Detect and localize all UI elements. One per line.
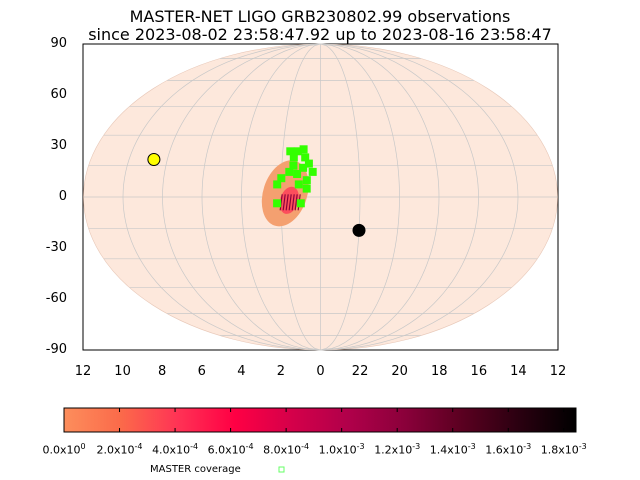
x-tick-label: 20 [391, 364, 408, 379]
coverage-point [302, 176, 311, 185]
x-tick-label: 4 [237, 364, 246, 379]
colorbar-tick-label: 1.6x10-3 [485, 442, 532, 457]
coverage-point [273, 180, 282, 189]
x-tick-label: 6 [197, 364, 206, 379]
y-tick-label: 30 [50, 138, 67, 153]
coverage-point [302, 184, 311, 193]
y-tick-label: -60 [45, 291, 67, 306]
colorbar-tick-label: 1.8x10-3 [540, 442, 587, 457]
x-tick-label: 2 [276, 364, 286, 379]
colorbar-tick-label: 8.0x10-4 [263, 442, 310, 457]
coverage-point [286, 147, 295, 156]
colorbar-tick-label: 4.0x10-4 [152, 442, 199, 457]
colorbar-tick-label: 6.0x10-4 [207, 442, 254, 457]
colorbar-tick-label: 1.4x10-3 [429, 442, 476, 457]
y-tick-label: -30 [45, 240, 67, 255]
x-tick-label: 14 [510, 364, 527, 379]
localization-hatch [291, 194, 295, 211]
coverage-point [293, 147, 302, 156]
coverage-point [299, 163, 308, 172]
colorbar-tick-label: 0.0x100 [42, 442, 86, 457]
sun-marker [147, 153, 161, 166]
localization-core [279, 186, 299, 214]
coverage-points [273, 145, 317, 208]
coverage-point [273, 199, 282, 208]
colorbar-bar [63, 407, 577, 433]
y-tick-label: 0 [58, 189, 67, 204]
moon-marker [352, 223, 366, 237]
colorbar-tick-label: 2.0x10-4 [96, 442, 143, 457]
coverage-point [299, 145, 308, 154]
localization-hatch [294, 194, 298, 211]
chart-title: MASTER-NET LIGO GRB230802.99 observation… [129, 7, 511, 26]
sun-moon-markers [147, 153, 366, 237]
x-tick-label: 12 [74, 364, 92, 379]
legend-label: MASTER coverage [150, 464, 241, 475]
x-tick-label: 8 [158, 364, 167, 379]
localization-hatch [285, 194, 289, 211]
coverage-point [308, 167, 317, 176]
coverage-point [304, 159, 313, 168]
x-tick-label: 18 [430, 364, 448, 379]
x-tick-label: 12 [549, 364, 567, 379]
coverage-point [294, 180, 303, 189]
y-tick-label: -90 [45, 342, 67, 357]
grid-lines [83, 43, 558, 351]
x-tick-label: 0 [316, 364, 325, 379]
y-tick-label: 90 [50, 36, 67, 51]
localization-hatch [279, 194, 283, 211]
chart-subtitle: since 2023-08-02 23:58:47.92 up to 2023-… [88, 25, 552, 44]
x-tick-label: 22 [351, 364, 369, 379]
coverage-point [301, 153, 310, 162]
coverage-point [289, 161, 298, 170]
coverage-point [296, 199, 305, 208]
localization-hatch [282, 194, 286, 211]
colorbar-tick-label: 1.0x10-3 [318, 442, 365, 457]
coverage-point [293, 170, 302, 178]
x-tick-label: 16 [470, 364, 488, 379]
y-tick-label: 60 [50, 87, 67, 102]
localization-hatch [288, 194, 292, 211]
coverage-point [289, 153, 298, 162]
x-tick-label: 10 [114, 364, 131, 379]
legend-swatch [278, 466, 285, 473]
coverage-point [285, 167, 294, 176]
colorbar-tick-label: 1.2x10-3 [374, 442, 421, 457]
colorbar [63, 407, 577, 433]
coverage-point [277, 174, 286, 183]
